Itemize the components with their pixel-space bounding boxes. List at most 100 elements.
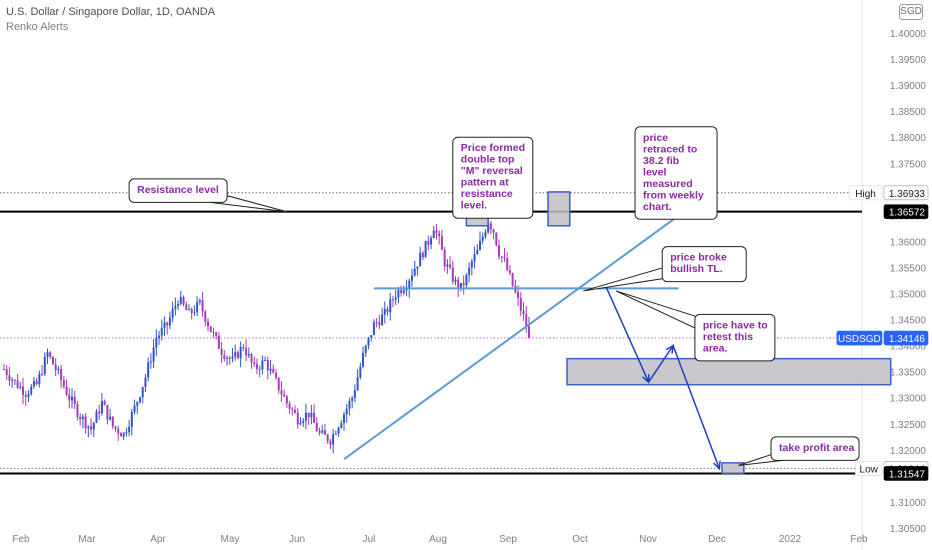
candle [353,384,356,403]
candle [41,365,44,377]
candle [261,355,264,375]
candle [503,247,506,263]
candle [315,417,318,432]
candle [343,411,345,431]
x-tick-label: Nov [639,534,657,545]
y-tick-label: 1.34000 [890,342,927,353]
candle [275,369,277,380]
callout-text: price have to [703,319,768,331]
x-tick-label: 2022 [779,534,802,545]
price-label-high[interactable]: 1.36933 High [848,185,929,201]
callout-text: retraced to [643,143,697,155]
candle [449,256,452,270]
x-tick-label: Dec [708,534,726,545]
candle [51,356,54,365]
take-profit-box[interactable] [721,462,745,475]
candle [8,367,11,386]
callout-text: price [643,132,668,144]
time-axis[interactable]: Feb Mar Apr May Jun Jul Aug Sep Oct Nov Dec 2022 Feb [12,534,868,545]
candle [272,364,275,374]
candle [231,347,234,363]
candle [11,377,14,388]
candle [201,291,204,317]
callout-text: from weekly [643,189,704,201]
candle [427,235,430,251]
candle [413,260,416,277]
candle [291,407,294,416]
candle [508,265,511,276]
candle [468,262,471,283]
x-tick-label: Mar [78,534,96,545]
candles[interactable] [3,220,530,454]
x-tick-label: Jul [363,534,376,545]
callout-text: bullish TL. [670,263,723,275]
candle [68,387,71,409]
projected-arrowhead [665,344,675,354]
candle [136,401,139,414]
y-tick-label: 1.35000 [890,290,927,301]
candle [527,316,530,339]
candle [266,356,269,380]
candle [383,301,386,324]
currency-button[interactable]: SGD [899,4,923,20]
candle [35,377,38,386]
take-profit-note[interactable]: take profit area [738,436,860,466]
candle [43,352,46,377]
candle [375,318,378,328]
candle [193,305,196,316]
candle [391,295,394,308]
candle [209,326,212,333]
candle [310,404,313,425]
candle [19,382,22,390]
price-label-resistance[interactable]: 1.36572 [883,204,929,219]
y-tick-label: 1.30500 [890,524,927,535]
candle [60,364,63,389]
price-label-support[interactable]: 1.31547 [883,466,929,481]
y-tick-label: 1.34500 [890,316,927,327]
candle [394,289,397,306]
y-tick-label: 1.32500 [890,420,927,431]
candle [207,317,209,332]
indicator-label[interactable]: Renko Alerts [6,21,69,33]
candle [294,405,297,414]
candle [476,244,479,255]
candle [128,419,131,437]
x-tick-label: May [221,534,240,545]
candle [24,390,27,406]
candle [419,246,422,267]
top-2-box[interactable] [547,191,571,227]
price-label-name: High [855,189,876,200]
candle [109,408,112,421]
candle [299,417,302,426]
candle [166,321,169,335]
x-tick-label: Feb [12,534,30,545]
x-tick-label: Jun [289,534,305,545]
candle [511,272,514,288]
candle [155,329,158,356]
resistance-level-note[interactable]: Resistance level [128,178,288,213]
candle [144,374,147,393]
candle [277,377,280,394]
candle [57,366,60,375]
candle [288,401,291,414]
bullish-trendline[interactable] [343,210,685,461]
x-tick-label: Aug [429,534,447,545]
price-label-usdsgd[interactable]: 1.34146 USDSGD [836,330,929,346]
candle [389,292,392,321]
retest-zone[interactable] [566,357,892,386]
candle [454,276,457,286]
candle [160,319,163,341]
candle [49,350,52,360]
price-label-value: 1.34146 [889,334,926,345]
candle [226,355,229,366]
candle [345,403,348,423]
y-tick-label: 1.37500 [890,159,927,170]
candle [217,332,220,350]
projected-path[interactable] [604,284,721,469]
y-tick-label: 1.36000 [890,237,927,248]
